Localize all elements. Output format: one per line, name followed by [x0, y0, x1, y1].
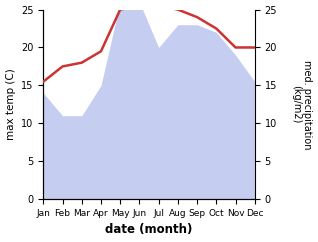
- Y-axis label: max temp (C): max temp (C): [5, 68, 16, 140]
- Y-axis label: med. precipitation
(kg/m2): med. precipitation (kg/m2): [291, 60, 313, 149]
- X-axis label: date (month): date (month): [105, 223, 193, 236]
